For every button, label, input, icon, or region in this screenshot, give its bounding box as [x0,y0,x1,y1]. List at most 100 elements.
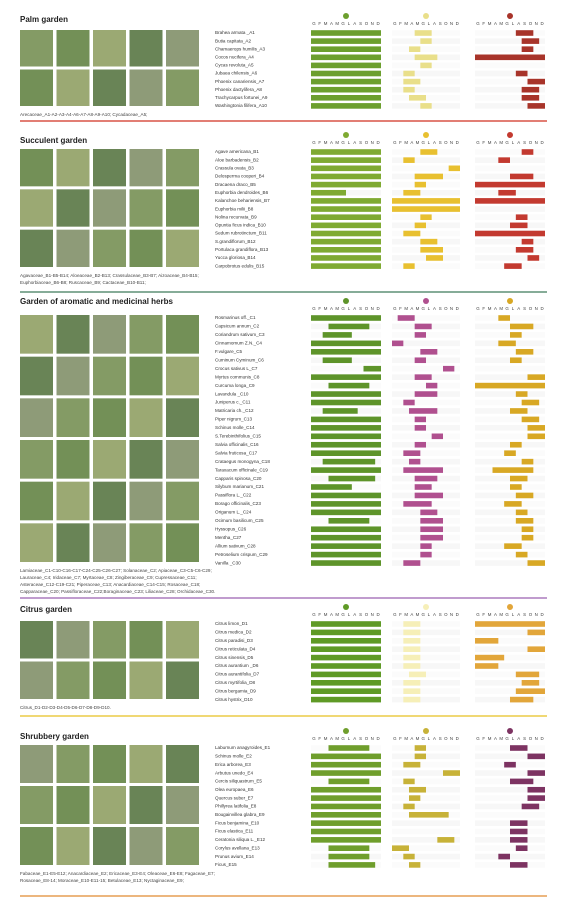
phenology-bar [311,255,381,261]
month-label: L [428,21,431,26]
month-label: A [517,306,520,311]
month-label: N [535,612,538,617]
row-bg [475,534,545,541]
photo [20,30,53,67]
month-label: A [517,21,520,26]
phenology-bar [437,837,455,843]
photo [20,661,53,699]
row-bg [392,646,460,652]
phenology-bar [403,70,415,77]
photo [166,661,199,699]
species-name: Piper nigrum_C13 [215,417,252,422]
phenology-bar [521,416,540,423]
phenology-bar [443,770,460,776]
phenology-bar [515,349,534,355]
species-name: Citrus aurantium _D6 [215,663,259,668]
month-label: S [359,736,362,741]
phenology-bar [521,95,540,101]
phenology-bar [510,862,528,868]
month-label: A [330,21,333,26]
month-label: N [450,21,453,26]
phenology-bar [426,382,438,389]
row-bg [392,663,460,669]
phenology-bar [311,46,381,52]
month-label: G [312,736,316,741]
species-name: Coriandrum sativum_C3 [215,332,265,337]
phenology-bar [311,441,381,448]
phenology-bar [311,38,381,44]
phenology-bar [311,230,381,237]
row-bg [475,629,545,636]
phenology-bar [322,332,352,338]
phenology-bar [420,534,443,541]
month-label: L [428,736,431,741]
phenology-bar [527,786,545,793]
species-name: Sedum rubrotinctum_B11 [215,231,267,236]
photo [93,149,126,187]
month-label: D [456,140,459,145]
row-bg [392,450,460,456]
species-name: Citrus medica_D2 [215,630,252,635]
phenology-bar [403,803,415,810]
phenology-bar [420,214,432,220]
species-name: Aloe barbadensis_B2 [215,157,259,162]
phenology-bar [311,238,381,245]
row-bg [475,518,545,524]
photo [129,440,163,479]
photo [166,523,199,562]
month-label: S [523,306,526,311]
phenology-bar [510,222,528,229]
month-label: M [404,140,408,145]
phenology-bar [322,458,376,465]
month-label: M [416,21,420,26]
month-label: A [433,306,436,311]
species-name: Allium sativum_C28 [215,543,256,548]
month-label: S [439,140,442,145]
phenology-bar [403,646,421,652]
phenology-bar [311,399,381,406]
phenology-bar [420,238,438,245]
species-name: Citrus sinensis_D5 [215,655,254,660]
month-label: N [450,612,453,617]
phenology-bar [311,247,381,253]
species-name: Portulaca grandiflora_B13 [215,247,269,252]
month-label: N [371,21,374,26]
row-bg [392,621,460,627]
row-bg [311,365,381,372]
phenology-bar [420,247,443,253]
row-bg [475,646,545,652]
phenology-bar [311,416,381,423]
phenology-bar [420,526,443,533]
month-label: D [376,21,379,26]
species-name: Olea europaea_E6 [215,787,254,792]
month-label: M [499,612,503,617]
phenology-bar [510,484,522,490]
phenology-bar [475,663,499,669]
phenology-bar [414,475,438,482]
phenology-bar [311,425,381,431]
phenology-bar [409,671,426,678]
photo [56,69,90,106]
month-label: D [540,306,543,311]
phenology-bar [414,391,438,397]
row-bg [475,30,545,36]
phenology-bar [328,853,370,860]
phenology-bar [328,745,370,751]
species-name: Petroselium crispum_C29 [215,552,268,557]
column-icon [423,13,429,19]
species-name: Ficus_E15 [215,862,237,867]
month-label: N [535,140,538,145]
column-icon [343,13,349,19]
phenology-bar [510,323,534,330]
row-bg [475,638,545,644]
phenology-bar [527,255,540,261]
phenology-bar [311,86,381,93]
month-label: G [393,140,397,145]
month-label: G [476,140,480,145]
photo [56,827,90,865]
row-bg [475,46,545,52]
phenology-bar [527,103,545,109]
month-label: L [512,306,515,311]
phenology-bar [311,78,381,85]
photo [20,315,53,354]
